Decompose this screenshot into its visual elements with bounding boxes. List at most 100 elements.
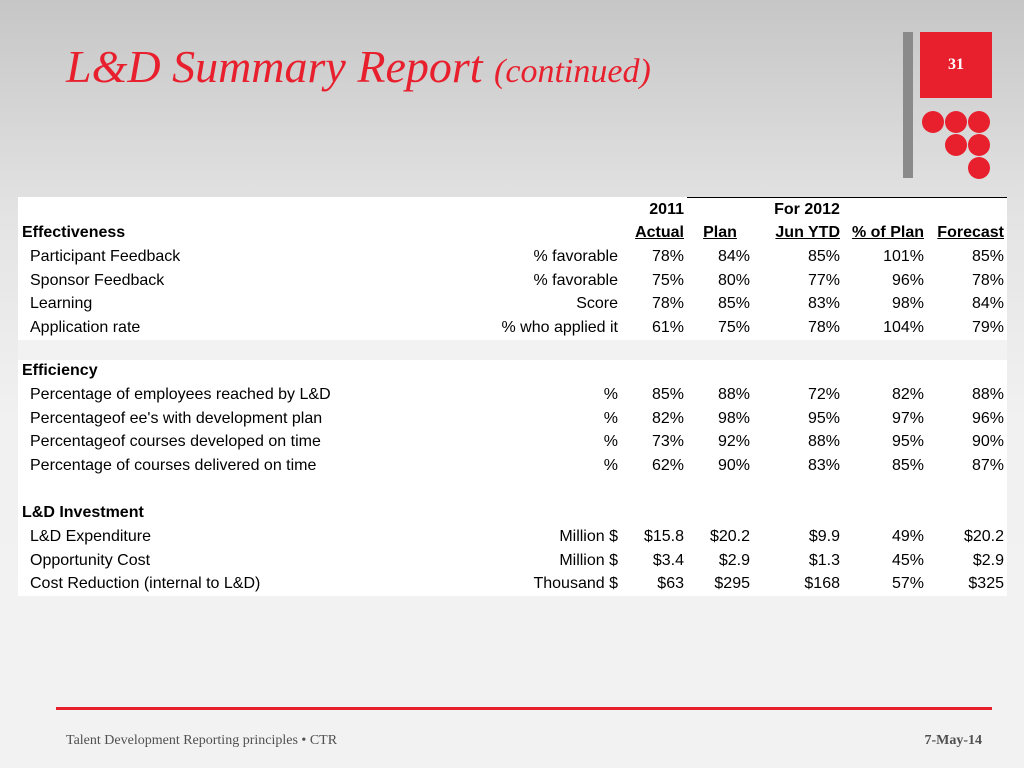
cell-jun-ytd: 83% — [807, 295, 840, 313]
cell-pct-of-plan: 45% — [891, 551, 924, 569]
cell-unit: % favorable — [533, 247, 619, 265]
cell-actual: 82% — [651, 409, 684, 427]
row-label: Learning — [30, 295, 93, 313]
cell-actual: $63 — [657, 575, 684, 593]
table-row: Application rate % who applied it 61% 75% 78… — [18, 316, 1007, 340]
row-label: L&D Expenditure — [30, 527, 151, 545]
cell-jun-ytd: $1.3 — [808, 551, 840, 569]
row-label: Percentageof courses developed on time — [30, 433, 321, 451]
logo-dot — [945, 111, 967, 133]
header-year: 2011 — [649, 200, 684, 218]
cell-plan: 92% — [717, 433, 750, 451]
table-row: L&D Expenditure Million $ $15.8 $20.2 $9.9 49… — [18, 525, 1007, 549]
cell-jun-ytd: 83% — [807, 456, 840, 474]
table-row: Percentageof courses developed on time% 7… — [18, 430, 1007, 454]
cell-jun-ytd: $168 — [804, 575, 840, 593]
cell-forecast: $2.9 — [972, 551, 1004, 569]
section-header-row: Efficiency — [18, 360, 1007, 384]
slide-title-main: L&D Summary Report — [66, 41, 483, 92]
cell-plan: 85% — [717, 295, 750, 313]
cell-forecast: 87% — [971, 456, 1004, 474]
cell-pct-of-plan: 49% — [891, 527, 924, 545]
cell-jun-ytd: 77% — [807, 271, 840, 289]
cell-actual: 61% — [651, 318, 684, 336]
cell-unit: % favorable — [533, 271, 619, 289]
table-row: Learning Score 78% 85% 83% 98% 84% — [18, 292, 1007, 316]
cell-unit: % who applied it — [501, 318, 618, 336]
cell-pct-of-plan: 82% — [891, 385, 924, 403]
cell-jun-ytd: 95% — [807, 409, 840, 427]
cell-pct-of-plan: 95% — [891, 433, 924, 451]
header-row-top: 2011 For 2012 — [18, 196, 1007, 222]
footer-org: CTR — [309, 733, 338, 748]
cell-jun-ytd: 88% — [807, 433, 840, 451]
cell-jun-ytd: 85% — [807, 247, 840, 265]
cell-plan: 98% — [717, 409, 750, 427]
cell-unit: % — [603, 456, 618, 474]
cell-forecast: 84% — [971, 295, 1004, 313]
header-pct-plan: % of Plan — [851, 224, 924, 242]
cell-forecast: 79% — [971, 318, 1004, 336]
cell-pct-of-plan: 97% — [891, 409, 924, 427]
logo-dot — [922, 111, 944, 133]
cell-forecast: 88% — [971, 385, 1004, 403]
cell-plan: 90% — [717, 456, 750, 474]
cell-plan: $20.2 — [709, 527, 750, 545]
table-row: Percentage of employees reached by L&D% 8… — [18, 383, 1007, 407]
logo-dot — [945, 134, 967, 156]
cell-forecast: 85% — [971, 247, 1004, 265]
row-label: Percentage of courses delivered on time — [30, 456, 317, 474]
cell-jun-ytd: $9.9 — [808, 527, 840, 545]
cell-unit: % — [603, 385, 618, 403]
slide-title-sub: (continued) — [494, 53, 651, 90]
section-title: Effectiveness — [22, 224, 126, 242]
footer-title: Talent Development Reporting principles — [66, 733, 298, 748]
cell-plan: $295 — [714, 575, 750, 593]
cell-plan: 88% — [717, 385, 750, 403]
footer-divider — [56, 707, 992, 710]
table-row: Cost Reduction (internal to L&D) Thousand… — [18, 572, 1007, 596]
cell-forecast: $20.2 — [963, 527, 1004, 545]
cell-forecast: 90% — [971, 433, 1004, 451]
summary-table-panel: 2011 For 2012 Effectiveness Actual Plan … — [18, 196, 1007, 596]
footer-text: Talent Development Reporting principles … — [66, 733, 337, 749]
table-row: Opportunity Cost Million $ $3.4 $2.9 $1.3 45%… — [18, 549, 1007, 573]
cell-jun-ytd: 78% — [807, 318, 840, 336]
page-number-badge: 31 — [920, 32, 992, 98]
cell-actual: 78% — [651, 295, 684, 313]
row-label: Participant Feedback — [30, 247, 181, 265]
row-label: Percentage of employees reached by L&D — [30, 385, 331, 403]
cell-plan: $2.9 — [718, 551, 750, 569]
cell-unit: Score — [576, 295, 618, 313]
cell-plan: 75% — [717, 318, 750, 336]
row-label: Sponsor Feedback — [30, 271, 165, 289]
logo-dot — [968, 157, 990, 179]
header-jun-ytd: Jun YTD — [775, 224, 840, 242]
cell-forecast: $325 — [968, 575, 1004, 593]
cell-actual: 78% — [651, 247, 684, 265]
table-row: Percentageof ee's with development plan%… — [18, 407, 1007, 431]
spacer-row — [18, 339, 1007, 360]
table-row: Sponsor Feedback % favorable 75% 80% 77% 96% 7… — [18, 269, 1007, 293]
cell-unit: % — [603, 409, 618, 427]
slide-title: L&D Summary Report (continued) — [66, 40, 651, 93]
page-number: 31 — [948, 56, 964, 73]
cell-forecast: 96% — [971, 409, 1004, 427]
row-label: Percentageof ee's with development plan — [30, 409, 323, 427]
cell-pct-of-plan: 104% — [883, 318, 924, 336]
cell-pct-of-plan: 101% — [883, 247, 924, 265]
cell-plan: 84% — [717, 247, 750, 265]
summary-table: 2011 For 2012 Effectiveness Actual Plan … — [18, 196, 1007, 596]
section-title: L&D Investment — [22, 504, 144, 522]
cell-unit: Million $ — [559, 527, 618, 545]
cell-pct-of-plan: 57% — [891, 575, 924, 593]
header-forecast: Forecast — [937, 224, 1004, 242]
cell-actual: $15.8 — [643, 527, 684, 545]
cell-unit: % — [603, 433, 618, 451]
table-row: Participant Feedback % favorable 78% 84% 85%… — [18, 245, 1007, 269]
cell-pct-of-plan: 98% — [891, 295, 924, 313]
cell-jun-ytd: 72% — [807, 385, 840, 403]
row-label: Opportunity Cost — [30, 551, 151, 569]
header-plan: Plan — [703, 224, 737, 242]
table-row: Percentage of courses delivered on time%… — [18, 454, 1007, 478]
